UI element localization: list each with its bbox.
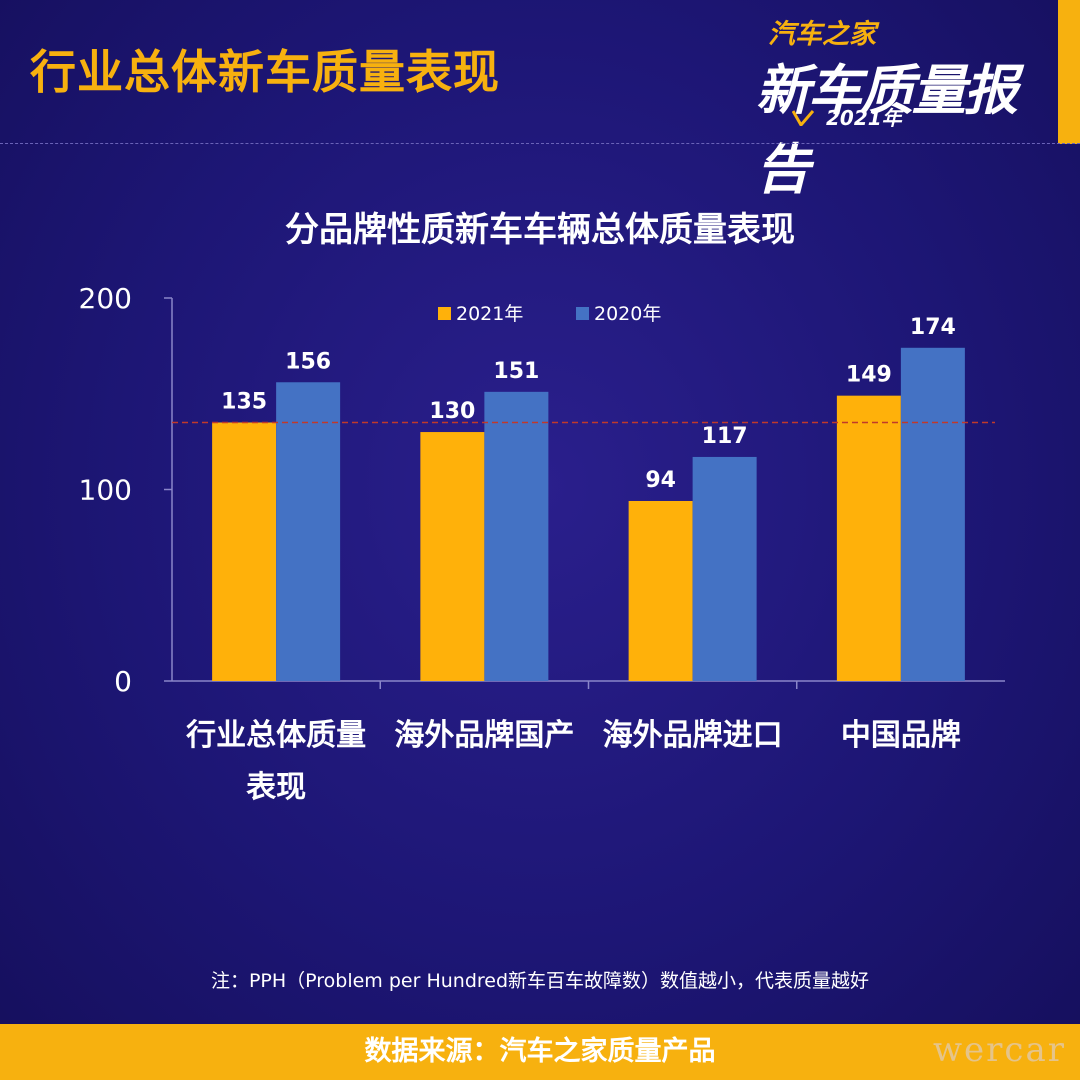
bar-value-label: 156 [285, 349, 331, 374]
x-category-label: 表现 [246, 770, 306, 805]
logo-brand-text: 汽车之家 [768, 19, 876, 50]
legend-label: 2020年 [594, 303, 661, 325]
y-tick-label: 0 [114, 665, 132, 698]
bar-2020 [484, 391, 549, 681]
logo-check-icon [792, 110, 814, 126]
bar-value-label: 151 [493, 359, 539, 384]
y-tick-label: 200 [79, 282, 132, 315]
header-divider [0, 143, 1080, 144]
legend-swatch [438, 307, 451, 320]
bar-value-label: 130 [429, 399, 475, 424]
bar-value-label: 135 [221, 389, 267, 414]
accent-side-bar [1058, 0, 1080, 144]
bar-value-label: 94 [645, 468, 676, 493]
data-source-text: 数据来源：汽车之家质量产品 [364, 1036, 716, 1067]
chart-note: 注：PPH（Problem per Hundred新车百车故障数）数值越小，代表… [210, 970, 870, 992]
bar-2021 [628, 500, 693, 681]
bar-2021 [420, 432, 485, 681]
x-category-label: 海外品牌国产 [394, 718, 574, 753]
x-category-label: 海外品牌进口 [603, 718, 783, 753]
page-title: 行业总体新车质量表现 [30, 45, 500, 99]
footer-bar: 数据来源：汽车之家质量产品 [0, 1024, 1080, 1080]
watermark-text: wercar [932, 1030, 1066, 1070]
chart-title: 分品牌性质新车车辆总体质量表现 [285, 210, 795, 250]
bar-value-label: 174 [910, 315, 956, 340]
legend-swatch [576, 307, 589, 320]
legend-label: 2021年 [456, 303, 523, 325]
y-tick-label: 100 [79, 474, 132, 507]
bar-2021 [212, 422, 277, 681]
bar-2020 [276, 382, 341, 681]
bar-value-label: 149 [846, 363, 892, 388]
bar-value-label: 117 [702, 424, 748, 449]
brand-logo: 汽车之家 新车质量报告 2021年 [752, 12, 1042, 201]
x-category-label: 行业总体质量 [185, 718, 366, 753]
bar-2020 [900, 347, 965, 681]
x-category-label: 中国品牌 [841, 718, 961, 753]
bar-2021 [836, 395, 901, 681]
logo-report-text: 新车质量报告 [756, 59, 1018, 201]
bar-2020 [692, 456, 757, 681]
logo-year-text: 2021年 [826, 106, 902, 130]
